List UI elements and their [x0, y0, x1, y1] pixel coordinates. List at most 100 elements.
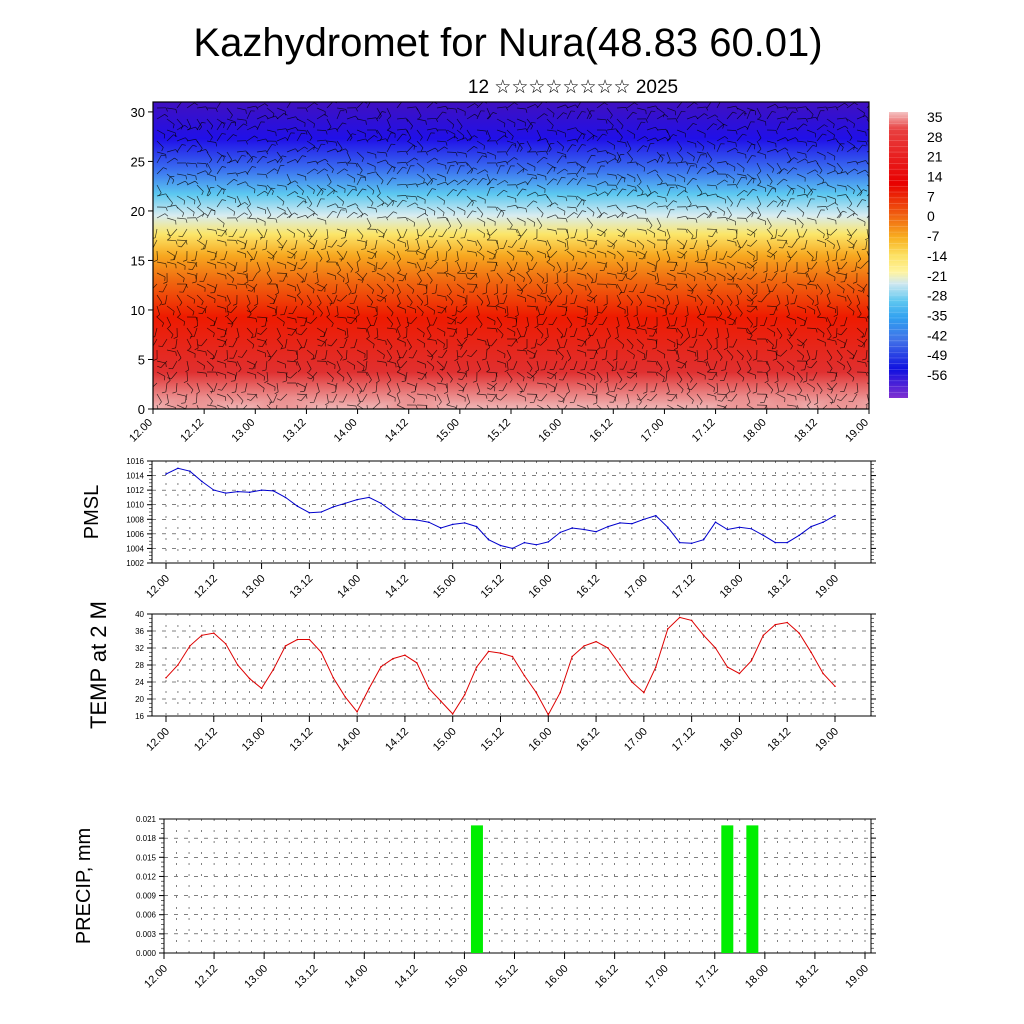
data-point — [571, 655, 573, 658]
data-point — [834, 685, 836, 688]
y-tick-label: 25 — [131, 154, 145, 169]
data-point — [822, 672, 824, 675]
colorbar-label: -35 — [927, 307, 947, 323]
y-tick-label: 0.006 — [136, 911, 157, 920]
y-tick-label: 10 — [131, 303, 145, 318]
data-point — [272, 668, 275, 671]
colorbar-label: -42 — [927, 327, 947, 343]
data-point — [535, 543, 538, 546]
data-point — [619, 664, 621, 666]
data-point — [738, 526, 741, 529]
data-point — [535, 691, 538, 694]
x-tick-label: 12.12 — [192, 573, 220, 601]
x-tick-label: 19.00 — [843, 963, 871, 991]
colorbar-label: 14 — [927, 169, 943, 185]
y-tick-label: 0.000 — [136, 949, 157, 958]
data-point — [416, 662, 418, 664]
x-tick-label: 15.00 — [431, 573, 459, 601]
y-tick-label: 36 — [135, 627, 144, 636]
wind-barbs — [153, 102, 869, 409]
x-tick-label: 19.00 — [843, 417, 871, 445]
data-point — [583, 645, 585, 647]
data-point — [308, 511, 311, 514]
x-tick-label: 18.12 — [792, 417, 820, 445]
data-point — [165, 676, 167, 679]
data-point — [451, 523, 454, 526]
data-point — [559, 531, 562, 534]
data-point — [690, 542, 693, 545]
x-tick-label: 18.12 — [765, 573, 793, 601]
data-point — [212, 632, 215, 634]
x-tick-label: 17.00 — [622, 726, 650, 754]
data-point — [368, 496, 370, 499]
data-point — [774, 623, 777, 626]
data-point — [643, 518, 645, 521]
x-tick-label: 16.00 — [526, 726, 554, 754]
data-point — [439, 700, 442, 702]
data-point — [547, 713, 550, 716]
x-tick-label: 12.12 — [192, 726, 220, 754]
y-tick-label: 1004 — [126, 544, 144, 553]
data-point — [786, 621, 789, 624]
data-point — [284, 645, 287, 647]
x-tick-label: 18.00 — [718, 573, 746, 601]
data-point — [595, 640, 597, 643]
x-tick-label: 12.12 — [178, 417, 206, 445]
colorbar: 35 28 21 14 7 0 -7 -14 -21 -28 -35 -42 -49 -56 — [889, 109, 947, 398]
data-point — [212, 489, 215, 491]
colorbar-label: -56 — [927, 367, 947, 383]
y-axis-label: PRECIP, mm — [73, 828, 95, 944]
x-tick-label: 16.12 — [593, 963, 621, 991]
x-tick-label: 14.00 — [335, 726, 363, 754]
data-point — [189, 645, 191, 647]
data-point — [702, 538, 705, 541]
data-point — [320, 511, 323, 513]
data-point — [714, 647, 717, 649]
colorbar-label: -7 — [927, 228, 940, 244]
x-tick-label: 13.00 — [242, 963, 270, 991]
vertical-section-panel: 0 5 10 15 20 25 30 12.00 12.12 13.00 13.12 14.00 14.… — [127, 101, 871, 445]
data-point — [308, 638, 311, 641]
data-point — [726, 666, 729, 668]
colorbar-label: -21 — [927, 268, 947, 284]
x-tick-label: 18.00 — [743, 963, 771, 991]
y-tick-label: 20 — [135, 695, 144, 704]
data-point — [380, 665, 382, 668]
y-tick-label: 0.018 — [136, 834, 157, 843]
x-tick-label: 14.12 — [383, 573, 411, 601]
data-point — [750, 659, 753, 662]
colorbar-label: 28 — [927, 129, 943, 145]
data-point — [595, 530, 597, 533]
x-tick-label: 16.00 — [526, 573, 554, 601]
x-tick-label: 17.12 — [670, 726, 698, 754]
data-point — [428, 687, 430, 690]
page-subtitle: 12 ☆☆☆☆☆☆☆☆ 2025 — [468, 77, 678, 98]
y-tick-label: 5 — [138, 352, 145, 367]
data-point — [762, 534, 765, 537]
y-tick-label: 1008 — [126, 515, 144, 524]
data-point — [547, 541, 550, 543]
x-tick-label: 18.12 — [765, 726, 793, 754]
data-point — [463, 522, 466, 524]
data-point — [260, 687, 263, 690]
data-point — [762, 634, 765, 637]
x-tick-label: 13.00 — [240, 573, 268, 601]
y-tick-label: 30 — [131, 105, 145, 120]
data-point — [224, 642, 227, 645]
data-point — [463, 693, 466, 696]
x-tick-label: 15.12 — [479, 726, 507, 754]
colorbar-label: 21 — [927, 149, 943, 165]
colorbar-label: -28 — [927, 288, 947, 304]
data-point — [320, 651, 323, 654]
data-point — [726, 528, 729, 531]
data-point — [439, 527, 442, 529]
data-point — [750, 527, 753, 530]
y-axis-label: TEMP at 2 M — [86, 601, 111, 729]
precip-bar — [721, 825, 734, 953]
data-point — [248, 677, 251, 680]
data-point — [499, 544, 502, 547]
data-point — [165, 473, 167, 475]
